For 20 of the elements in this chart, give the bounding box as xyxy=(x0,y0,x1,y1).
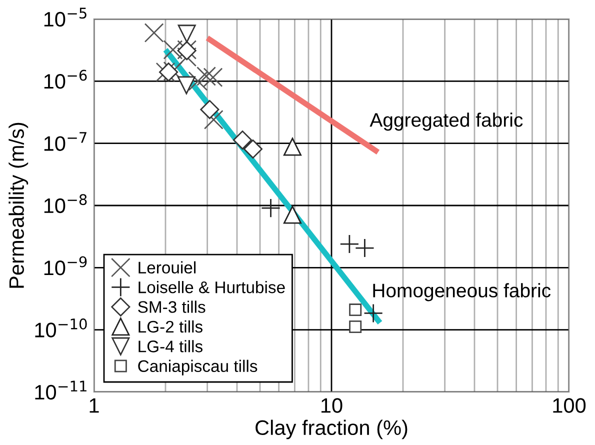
y-axis-title: Permeability (m/s) xyxy=(8,122,28,288)
y-tick-label: 10$^{−10}$ xyxy=(35,318,87,338)
y-tick-label: 10$^{−7}$ xyxy=(44,132,86,151)
legend-label: LG-4 tills xyxy=(138,340,202,352)
y-tick-label: 10$^{−6}$ xyxy=(44,70,87,89)
y-tick-label: 10$^{−9}$ xyxy=(44,256,87,276)
legend-label: Lerouiel xyxy=(138,261,196,274)
legend-label: LG-2 tills xyxy=(138,320,202,333)
x-tick-label: 10 xyxy=(322,398,342,413)
legend-label: Caniapiscau tills xyxy=(138,360,258,376)
y-tick-label: 10$^{−5}$ xyxy=(44,8,86,27)
y-tick-label: 10$^{−11}$ xyxy=(35,380,86,400)
x-axis-title: Clay fraction (%) xyxy=(256,420,408,440)
legend-label: Loiselle & Hurtubise xyxy=(138,280,285,294)
legend-label: SM-3 tills xyxy=(138,300,206,313)
x-tick-label: 100 xyxy=(553,398,586,413)
y-tick-label: 10$^{−8}$ xyxy=(44,194,87,214)
series-label: Aggregated fabric xyxy=(370,112,523,131)
x-tick-label: 1 xyxy=(90,398,99,413)
series-label: Homogeneous fabric xyxy=(373,283,551,302)
